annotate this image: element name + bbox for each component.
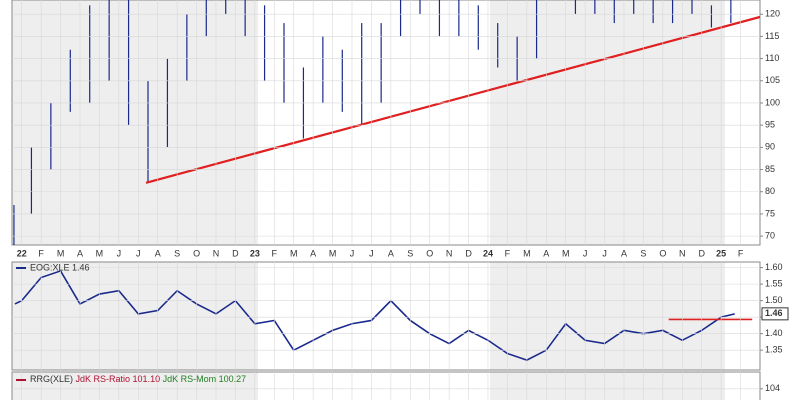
x-tick-label: M bbox=[96, 248, 104, 258]
y-tick-label: 1.60 bbox=[765, 262, 783, 272]
legend-text: JdK RS-Ratio 101.10 bbox=[76, 374, 161, 384]
rrg-panel bbox=[11, 371, 761, 400]
year-band bbox=[12, 0, 258, 245]
y-tick-label: 80 bbox=[765, 186, 775, 196]
x-tick-label: F bbox=[738, 248, 744, 258]
y-tick-label: 110 bbox=[765, 53, 779, 63]
x-tick-label: N bbox=[679, 248, 686, 258]
x-tick-label: A bbox=[310, 248, 316, 258]
x-tick-label: N bbox=[446, 248, 453, 258]
x-tick-label: M bbox=[562, 248, 570, 258]
y-tick-label: 70 bbox=[765, 230, 775, 240]
x-tick-label: O bbox=[659, 248, 666, 258]
y-tick-label: 105 bbox=[765, 75, 780, 85]
legend-text: JdK RS-Mom 100.27 bbox=[163, 374, 247, 384]
year-band bbox=[490, 372, 725, 400]
y-tick-label: 1.50 bbox=[765, 295, 783, 305]
y-tick-label: 100 bbox=[765, 97, 780, 107]
x-tick-label: F bbox=[272, 248, 278, 258]
y-tick-label: 120 bbox=[765, 9, 780, 19]
year-band bbox=[12, 262, 258, 370]
x-tick-label: J bbox=[350, 248, 355, 258]
y-tick-label: 85 bbox=[765, 164, 775, 174]
x-tick-label: N bbox=[213, 248, 220, 258]
x-tick-label: 25 bbox=[716, 248, 726, 258]
y-tick-label: 1.55 bbox=[765, 279, 783, 289]
year-band bbox=[12, 372, 258, 400]
ratio-panel bbox=[11, 261, 761, 371]
year-band bbox=[490, 0, 725, 245]
x-tick-label: A bbox=[621, 248, 627, 258]
x-tick-label: J bbox=[602, 248, 607, 258]
y-tick-label: 104 bbox=[765, 383, 780, 393]
y-tick-label: 90 bbox=[765, 142, 775, 152]
x-tick-label: 23 bbox=[250, 248, 260, 258]
axes: 22 F M A M J J A S O N D 23 F M A M J J A S O N D 24 F M A M J J A S O N D 2… bbox=[12, 0, 789, 400]
trendline bbox=[145, 15, 760, 184]
price-panel bbox=[11, 0, 761, 246]
x-tick-label: O bbox=[426, 248, 433, 258]
x-tick-label: J bbox=[136, 248, 141, 258]
y-tick-label: 1.40 bbox=[765, 328, 783, 338]
ratio-legend: EOG:XLE 1.46 bbox=[30, 262, 90, 272]
x-tick-label: F bbox=[505, 248, 511, 258]
x-tick-label: S bbox=[174, 248, 180, 258]
y-tick-label: 95 bbox=[765, 120, 775, 130]
x-tick-label: M bbox=[329, 248, 337, 258]
y-tick-label: 1.35 bbox=[765, 345, 783, 355]
year-band bbox=[490, 262, 725, 370]
x-tick-label: A bbox=[543, 248, 549, 258]
x-tick-label: A bbox=[388, 248, 394, 258]
x-tick-label: S bbox=[407, 248, 413, 258]
x-tick-label: 22 bbox=[17, 248, 27, 258]
y-tick-label: 115 bbox=[765, 31, 779, 41]
x-tick-label: F bbox=[38, 248, 44, 258]
last-value-label: 1.46 bbox=[765, 308, 783, 318]
x-tick-label: J bbox=[369, 248, 374, 258]
rrg-legend: RRG(XLE) JdK RS-Ratio 101.10 JdK RS-Mom … bbox=[30, 374, 246, 384]
y-tick-label: 75 bbox=[765, 208, 775, 218]
x-tick-label: J bbox=[117, 248, 122, 258]
x-tick-label: J bbox=[583, 248, 588, 258]
x-tick-label: A bbox=[77, 248, 83, 258]
x-tick-label: 24 bbox=[483, 248, 493, 258]
x-tick-label: D bbox=[698, 248, 705, 258]
x-tick-label: D bbox=[465, 248, 472, 258]
x-tick-label: O bbox=[193, 248, 200, 258]
x-tick-label: S bbox=[640, 248, 646, 258]
x-tick-label: D bbox=[232, 248, 239, 258]
x-tick-label: A bbox=[155, 248, 161, 258]
x-tick-label: M bbox=[523, 248, 531, 258]
legend-text: RRG(XLE) bbox=[30, 374, 73, 384]
last-value-box bbox=[761, 307, 789, 321]
x-tick-label: M bbox=[57, 248, 65, 258]
x-tick-label: M bbox=[290, 248, 298, 258]
